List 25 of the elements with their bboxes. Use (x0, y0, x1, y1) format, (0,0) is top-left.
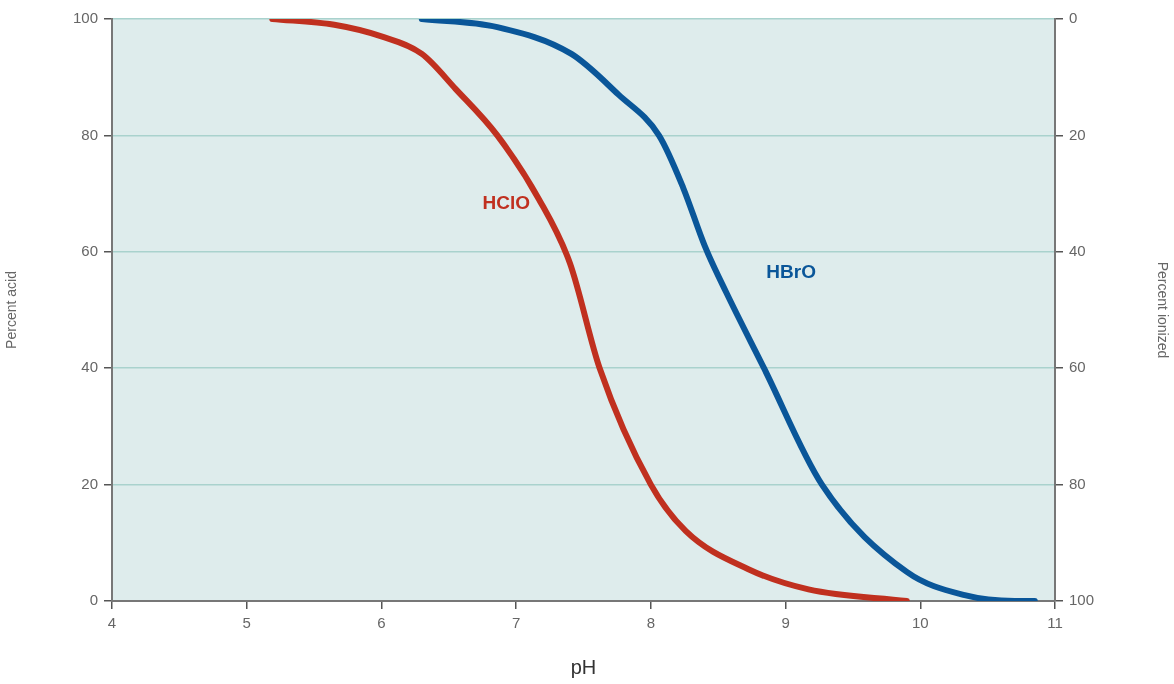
x-tick-label: 7 (511, 614, 521, 632)
y-axis-title: Percent acid (3, 271, 20, 349)
x-tick-label: 10 (911, 614, 929, 632)
series-label: HClO (482, 191, 531, 213)
x-tick-label: 9 (781, 614, 790, 632)
y-tick-label: 0 (89, 591, 98, 609)
y-tick-label: 40 (81, 358, 98, 376)
y2-axis-title: Percent ionized (1154, 261, 1171, 359)
y2-tick-label: 20 (1069, 125, 1086, 143)
y2-tick-label: 60 (1069, 358, 1086, 376)
y-tick-label: 100 (72, 9, 98, 27)
y2-tick-label: 80 (1069, 474, 1086, 492)
x-tick-label: 5 (242, 614, 251, 632)
x-tick-label: 4 (107, 614, 117, 632)
y-tick-label: 20 (81, 474, 98, 492)
y-tick-label: 80 (81, 125, 98, 143)
y-tick-label: 60 (81, 241, 98, 259)
x-tick-label: 11 (1047, 614, 1063, 632)
x-tick-label: 6 (377, 614, 386, 632)
y2-tick-label: 100 (1069, 591, 1095, 609)
y2-tick-label: 40 (1069, 241, 1086, 259)
text: HBrO (766, 260, 816, 282)
x-axis-title: pH (570, 655, 597, 678)
y2-tick-label: 0 (1069, 9, 1078, 27)
x-tick-label: 8 (646, 614, 656, 632)
